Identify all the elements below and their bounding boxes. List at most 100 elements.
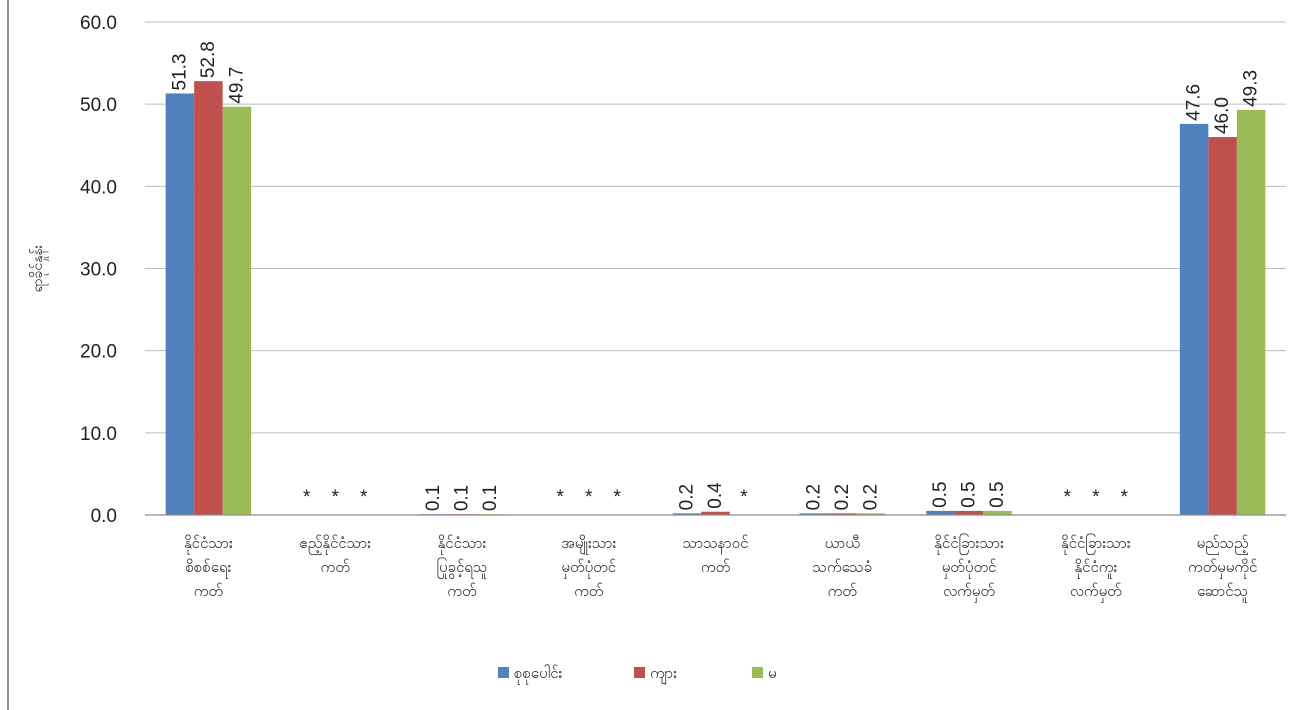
data-label: * [614,487,622,508]
category-label-line: ကတ် [194,582,223,600]
y-tick-label: 50.0 [80,95,117,116]
data-label: 0.1 [480,485,501,511]
bar [194,81,223,515]
data-label: 0.1 [451,485,472,511]
category-label: အမျိုးသားမှတ်ပုံတင်ကတ် [561,534,616,600]
data-label: * [360,487,368,508]
category-label-line: ကတ် [828,582,857,600]
bar [1236,109,1266,515]
data-label: 0.1 [423,485,444,511]
bar [983,510,1012,515]
category-label-line: ကတ် [574,582,603,600]
data-label: 0.2 [677,484,698,510]
category-label-line: နိုင်ငံခြားသား [934,533,1004,555]
legend-item: စုစုပေါင်း [498,664,562,685]
bar [1179,123,1209,516]
data-label: 51.3 [169,54,190,91]
category-label-line: လက်မှတ် [1070,582,1122,603]
data-label: * [1064,487,1072,508]
category-label-line: စိစစ်ရေး [185,558,231,579]
data-label: 0.2 [832,484,853,510]
legend-label: စုစုပေါင်း [514,664,562,685]
category-label: နိုင်ငံခြားသားနိုင်ငံကူးလက်မှတ် [1061,533,1131,603]
data-label: * [331,487,339,508]
y-axis-ticks: 0.0 10.0 20.0 30.0 40.0 50.0 60.0 [80,13,117,527]
category-label-line: နိုင်ငံခြားသား [1061,533,1131,555]
category-label-line: မှတ်ပုံတင် [561,558,616,579]
y-tick-label: 30.0 [80,260,117,281]
category-label-line: နိုင်ငံသား [438,534,487,555]
data-label: 0.4 [705,482,726,509]
data-label: * [303,487,311,508]
data-label: 0.5 [987,481,1008,507]
data-label: * [557,487,565,508]
legend: စုစုပေါင်း ကျား မ [498,664,777,685]
data-label: 47.6 [1184,84,1205,121]
category-label-line: ကတ် [701,558,730,576]
category-label: ဧည့်နိုင်ငံသားကတ် [299,534,371,576]
category-label-line: ပြုခွင့်ရသူ [436,557,487,579]
legend-swatch [752,667,763,678]
data-label: * [740,487,748,508]
legend-swatch [634,667,645,678]
category-label-line: လက်မှတ် [943,582,995,603]
bar [828,513,857,515]
data-label: 0.5 [930,481,951,507]
category-label: သာသနာဝင်ကတ် [683,534,749,576]
legend-label: ကျား [650,664,677,685]
category-label-line: နိုင်ငံကူး [1074,558,1117,579]
category-label-line: ဆောင်သူ [1197,582,1248,603]
category-label: နိုင်ငံခြားသားမှတ်ပုံတင်လက်မှတ် [934,533,1004,603]
bar [954,510,984,515]
y-tick-label: 0.0 [91,506,117,527]
y-axis-label: ရာခိုင်နှုန်း [30,244,48,292]
category-label-line: သာသနာဝင် [683,534,749,555]
data-label: * [585,487,593,508]
legend-swatch [498,667,509,678]
bar [165,93,195,516]
category-label-line: ကတ် [447,582,476,600]
category-label-line: ကတ်မှမကိုင် [1188,558,1257,579]
data-label: 49.3 [1241,70,1262,107]
bar [856,513,886,515]
legend-item: မ [752,664,777,682]
category-label: နိုင်ငံသားစိစစ်ရေးကတ် [184,534,233,600]
category-label: မည်သည့်ကတ်မှမကိုင်ဆောင်သူ [1188,534,1257,603]
data-label: 0.2 [860,484,881,510]
data-label: * [1121,487,1129,508]
legend-label: မ [768,664,777,682]
data-label: 0.5 [959,481,980,507]
y-tick-label: 10.0 [80,424,117,445]
bar [926,510,955,515]
bar [799,513,829,515]
data-label: * [1092,487,1100,508]
bar [222,106,252,516]
y-tick-label: 60.0 [80,13,117,34]
bar [701,511,730,515]
y-tick-label: 20.0 [80,342,117,363]
category-label-line: သက်သေခံ [812,558,872,576]
bars [165,81,1266,516]
category-labels: နိုင်ငံသားစိစစ်ရေးကတ်ဧည့်နိုင်ငံသားကတ်နိ… [184,533,1257,603]
category-label-line: ယာယီ [825,534,860,552]
category-label-line: ကတ် [321,558,350,576]
legend-item: ကျား [634,664,677,685]
data-label: 49.7 [226,67,247,104]
category-label: ယာယီသက်သေခံကတ် [812,534,872,600]
category-label-line: မည်သည့် [1197,534,1249,555]
y-tick-label: 40.0 [80,177,117,198]
bar [672,513,702,515]
category-label-line: မှတ်ပုံတင် [942,558,997,579]
data-label: 52.8 [198,41,219,78]
category-label-line: နိုင်ငံသား [184,534,233,555]
bar [1208,137,1237,516]
category-label: နိုင်ငံသားပြုခွင့်ရသူကတ် [436,534,487,600]
data-label: 46.0 [1212,97,1233,134]
data-labels: 51.3 * 0.1 * 0.2 0.2 0.5 * 47.6 52.8 * 0.1 * 0.4 0.2 0.… [169,41,1261,511]
data-label: 0.2 [803,484,824,510]
category-label-line: အမျိုးသား [561,534,616,555]
category-label-line: ဧည့်နိုင်ငံသား [299,534,371,555]
gridlines [145,21,1286,434]
